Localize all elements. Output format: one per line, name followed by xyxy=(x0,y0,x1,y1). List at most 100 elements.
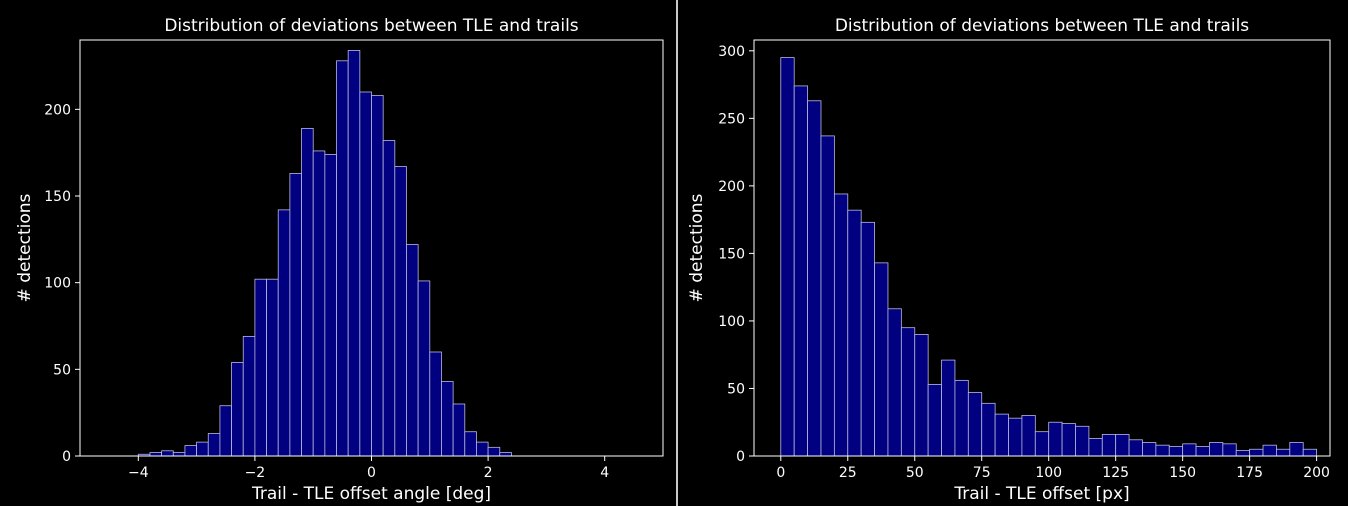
chart-0-bar-28 xyxy=(464,431,477,457)
chart-1-xtick-label-8: 200 xyxy=(1303,465,1330,481)
chart-1-xtick-label-3: 75 xyxy=(973,465,991,481)
chart-1-ytick-label-1: 50 xyxy=(727,381,745,397)
chart-0-bar-7 xyxy=(219,405,232,457)
chart-0-bar-19 xyxy=(359,91,372,457)
chart-1-bar-31 xyxy=(1195,446,1210,457)
chart-1-ytick-label-4: 200 xyxy=(718,179,745,195)
chart-0-bar-29 xyxy=(476,441,489,457)
chart-0-xlabel: Trail - TLE offset angle [deg] xyxy=(251,484,491,504)
right-chart-panel: 0 25 50 75 100 125 150 175 200 0 50 100 150 200 250 300… xyxy=(678,0,1348,506)
chart-0-bar-24 xyxy=(417,280,431,457)
chart-1-bar-16 xyxy=(994,413,1009,457)
chart-0-bar-9 xyxy=(242,335,256,457)
chart-0-ytick-label-2: 100 xyxy=(44,276,71,292)
chart-1-bar-35 xyxy=(1249,448,1264,457)
chart-0-xtick-label-4: 4 xyxy=(600,465,609,481)
chart-0-bar-8 xyxy=(231,361,244,457)
chart-0-bar-30 xyxy=(487,446,501,457)
panel-divider xyxy=(676,0,678,506)
chart-0-bar-6 xyxy=(207,433,221,457)
chart-1-xtick-label-5: 125 xyxy=(1102,465,1129,481)
chart-1-xtick-label-1: 25 xyxy=(839,465,857,481)
chart-1-xtick-label-4: 100 xyxy=(1035,465,1062,481)
chart-1-bar-26 xyxy=(1128,439,1143,457)
chart-1-bar-6 xyxy=(860,221,875,457)
chart-1-bar-9 xyxy=(900,327,916,457)
chart-1-ytick-label-6: 300 xyxy=(718,44,745,60)
chart-1-bar-19 xyxy=(1034,431,1050,457)
chart-1-bar-0 xyxy=(780,57,795,457)
chart-1-ytick-label-2: 100 xyxy=(718,314,745,330)
chart-1-bar-15 xyxy=(981,402,996,457)
chart-0-ytick-label-1: 50 xyxy=(53,362,71,378)
chart-1-bar-30 xyxy=(1182,443,1197,457)
chart-1-bar-28 xyxy=(1155,444,1170,457)
chart-1-ylabel: # detections xyxy=(687,193,707,302)
chart-1-bar-4 xyxy=(833,193,849,457)
chart-1-ytick-label-0: 0 xyxy=(736,449,745,465)
chart-1-bar-10 xyxy=(914,334,929,457)
chart-1-bar-38 xyxy=(1289,442,1304,457)
chart-0-bar-4 xyxy=(184,445,198,457)
chart-1-ytick-label-5: 250 xyxy=(718,111,745,127)
chart-0-bar-27 xyxy=(452,403,466,457)
chart-1-bar-32 xyxy=(1209,442,1224,457)
chart-1-xtick-label-0: 0 xyxy=(776,465,785,481)
chart-1-title: Distribution of deviations between TLE a… xyxy=(835,16,1249,36)
chart-1-xtick-label-2: 50 xyxy=(906,465,924,481)
chart-1-bar-29 xyxy=(1168,446,1184,457)
chart-0-bar-2 xyxy=(161,450,174,457)
chart-0-ylabel: # detections xyxy=(15,193,35,302)
chart-1-bar-23 xyxy=(1088,438,1103,457)
chart-0-xtick-label-3: 2 xyxy=(484,465,493,481)
chart-0-bar-16 xyxy=(324,153,337,457)
chart-0-bar-10 xyxy=(254,278,267,457)
chart-1-bar-20 xyxy=(1048,421,1063,457)
chart-1-bar-8 xyxy=(887,308,902,457)
chart-1-bar-12 xyxy=(941,359,956,457)
chart-1-xlabel: Trail - TLE offset [px] xyxy=(953,484,1129,504)
chart-0-ytick-label-3: 150 xyxy=(44,189,71,205)
chart-0-bar-18 xyxy=(347,50,361,457)
chart-0-bar-17 xyxy=(336,60,349,457)
chart-1-axes-frame xyxy=(753,39,1331,457)
chart-1-bar-5 xyxy=(847,209,862,457)
chart-1-bar-7 xyxy=(874,262,889,457)
chart-0-bar-5 xyxy=(196,441,209,457)
chart-0-bar-13 xyxy=(289,173,302,457)
chart-1-bar-34 xyxy=(1235,450,1251,457)
chart-0-bar-26 xyxy=(441,381,454,457)
right-chart-svg: 0 25 50 75 100 125 150 175 200 0 50 100 150 200 250 300… xyxy=(687,16,1331,504)
chart-0-xtick-label-1: −2 xyxy=(245,465,266,481)
chart-0-ytick-label-0: 0 xyxy=(62,449,71,465)
chart-1-xtick-label-6: 150 xyxy=(1169,465,1196,481)
chart-1-bar-22 xyxy=(1075,425,1090,457)
chart-1-bar-17 xyxy=(1008,417,1023,457)
chart-0-bar-15 xyxy=(312,150,326,457)
chart-0-bar-23 xyxy=(406,244,419,457)
chart-0-ytick-label-4: 200 xyxy=(44,102,71,118)
left-chart-panel: −4 −2 0 2 4 0 50 100 150 200 Distribution of devia… xyxy=(15,16,664,504)
chart-1-bar-36 xyxy=(1262,444,1277,457)
chart-0-bar-12 xyxy=(277,209,291,457)
chart-0-bar-3 xyxy=(172,452,186,457)
chart-1-bar-14 xyxy=(967,392,983,457)
chart-0-bar-1 xyxy=(149,452,163,457)
chart-1-bar-37 xyxy=(1276,448,1291,457)
chart-0-bar-20 xyxy=(371,95,384,457)
chart-1-bar-27 xyxy=(1142,442,1157,457)
chart-0-title: Distribution of deviations between TLE a… xyxy=(164,16,578,36)
chart-0-bar-22 xyxy=(394,166,407,457)
chart-1-bar-39 xyxy=(1302,448,1318,457)
chart-0-bar-21 xyxy=(382,140,396,457)
chart-1-bar-18 xyxy=(1021,415,1036,457)
chart-1-bar-2 xyxy=(807,100,822,457)
chart-0-bar-11 xyxy=(266,278,279,457)
chart-1-bar-33 xyxy=(1222,443,1237,457)
chart-1-xtick-label-7: 175 xyxy=(1236,465,1263,481)
chart-1-bar-11 xyxy=(927,384,942,457)
chart-1-bar-1 xyxy=(793,85,808,457)
chart-0-bar-31 xyxy=(499,452,512,457)
chart-1-bar-3 xyxy=(820,135,835,457)
chart-0-bar-25 xyxy=(429,351,442,457)
